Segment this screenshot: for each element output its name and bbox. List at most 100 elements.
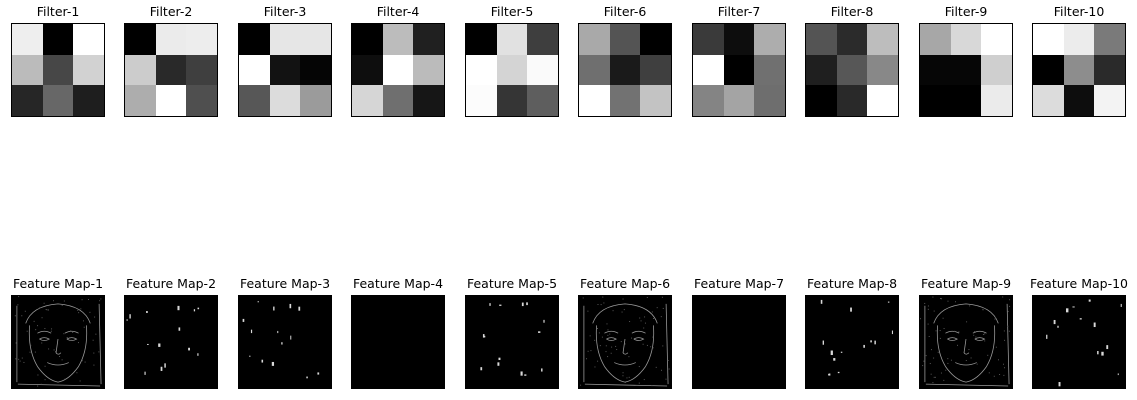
filter-weight-cell <box>382 54 414 86</box>
filter-weight-cell <box>73 54 104 86</box>
noise-pixel <box>77 309 79 311</box>
filter-weight-cell <box>640 54 671 86</box>
noise-pixel <box>61 359 63 361</box>
noise-pixel <box>35 329 37 331</box>
feature-map-title: Feature Map-3 <box>239 276 331 291</box>
noise-pixel <box>612 310 614 312</box>
activation-pixel <box>498 357 501 361</box>
noise-pixel <box>580 384 582 386</box>
filter-panel <box>124 23 218 117</box>
activation-pixel <box>1065 308 1069 313</box>
filter-weight-cell <box>239 85 270 116</box>
noise-pixel <box>64 378 66 380</box>
filter-weight-cell <box>723 54 755 86</box>
filter-weight-cell <box>155 24 187 55</box>
filter-weight-cell <box>413 54 444 86</box>
activation-pixel <box>521 302 524 307</box>
filter-weight-cell <box>806 85 837 116</box>
activation-pixel <box>249 355 251 357</box>
noise-pixel <box>84 361 86 363</box>
noise-pixel <box>652 347 654 349</box>
noise-pixel <box>642 343 644 345</box>
noise-pixel <box>594 339 596 341</box>
filter-weight-cell <box>73 85 104 116</box>
filter-title: Filter-7 <box>717 4 761 19</box>
noise-pixel <box>81 360 83 362</box>
filter-weight-cell <box>300 54 331 86</box>
filter-weight-cell <box>950 54 982 86</box>
noise-pixel <box>616 349 618 351</box>
filter-title: Filter-9 <box>944 4 988 19</box>
noise-pixel <box>956 344 958 346</box>
activation-pixel <box>158 343 161 347</box>
noise-pixel <box>651 311 653 313</box>
edge-response <box>583 303 669 387</box>
noise-pixel <box>973 334 975 336</box>
noise-pixel <box>988 372 990 374</box>
noise-pixel <box>93 364 95 366</box>
filter-weight-cell <box>466 85 497 116</box>
filter-weight-cell <box>413 24 444 55</box>
activation-pixel <box>144 371 146 375</box>
activation-pixel <box>1093 322 1096 328</box>
activation-pixel <box>277 330 279 334</box>
noise-pixel <box>1007 310 1009 312</box>
noise-pixel <box>1003 330 1005 332</box>
noise-pixel <box>958 331 960 333</box>
noise-pixel <box>599 345 601 347</box>
noise-pixel <box>605 345 607 347</box>
noise-pixel <box>639 317 641 319</box>
noise-pixel <box>607 329 609 331</box>
noise-pixel <box>999 374 1001 375</box>
noise-pixel <box>17 304 19 306</box>
noise-pixel <box>14 315 16 317</box>
activation-pixel <box>126 319 128 321</box>
activation-pixel <box>520 371 523 376</box>
edge-stroke <box>947 337 958 341</box>
filter-title: Filter-1 <box>36 4 80 19</box>
edge-stroke <box>606 337 617 341</box>
edge-stroke <box>974 337 986 341</box>
noise-pixel <box>940 372 942 374</box>
activation-pixel <box>273 306 275 311</box>
noise-pixel <box>100 298 102 300</box>
filter-weight-cell <box>981 85 1012 116</box>
activation-pixel <box>257 300 259 303</box>
feature-map-title: Feature Map-4 <box>352 276 444 291</box>
noise-pixel <box>82 320 84 322</box>
filter-weight-cell <box>496 85 528 116</box>
noise-pixel <box>923 360 925 362</box>
noise-pixel <box>602 296 604 298</box>
edge-stroke <box>972 330 987 334</box>
noise-pixel <box>589 335 591 337</box>
activation-pixel <box>164 363 166 368</box>
edge-stroke <box>633 337 645 341</box>
noise-pixel <box>53 300 54 302</box>
filter-weight-cell <box>352 24 383 55</box>
noise-pixel <box>41 342 43 344</box>
edge-stroke <box>631 330 646 334</box>
noise-pixel <box>582 297 584 299</box>
noise-pixel <box>984 340 986 342</box>
filter-weight-cell <box>352 85 383 116</box>
noise-pixel <box>629 321 631 323</box>
noise-pixel <box>628 376 630 378</box>
noise-pixel <box>950 359 952 361</box>
noise-pixel <box>610 352 612 354</box>
feature-map-image <box>480 302 545 376</box>
filter-weight-cell <box>579 54 610 86</box>
filter-weight-cell <box>382 24 414 55</box>
noise-pixel <box>995 346 997 348</box>
noise-pixel <box>607 334 609 336</box>
activation-pixel <box>526 302 528 306</box>
noise-pixel <box>631 337 633 339</box>
feature-map-image <box>693 296 785 388</box>
noise-pixel <box>940 298 942 300</box>
noise-pixel <box>611 346 613 348</box>
filter-panel <box>351 23 445 117</box>
filter-panel <box>805 23 899 117</box>
filter-weight-cell <box>42 24 74 55</box>
noise-pixel <box>44 365 46 367</box>
activation-pixel <box>820 299 823 304</box>
edge-stroke <box>925 383 1009 387</box>
